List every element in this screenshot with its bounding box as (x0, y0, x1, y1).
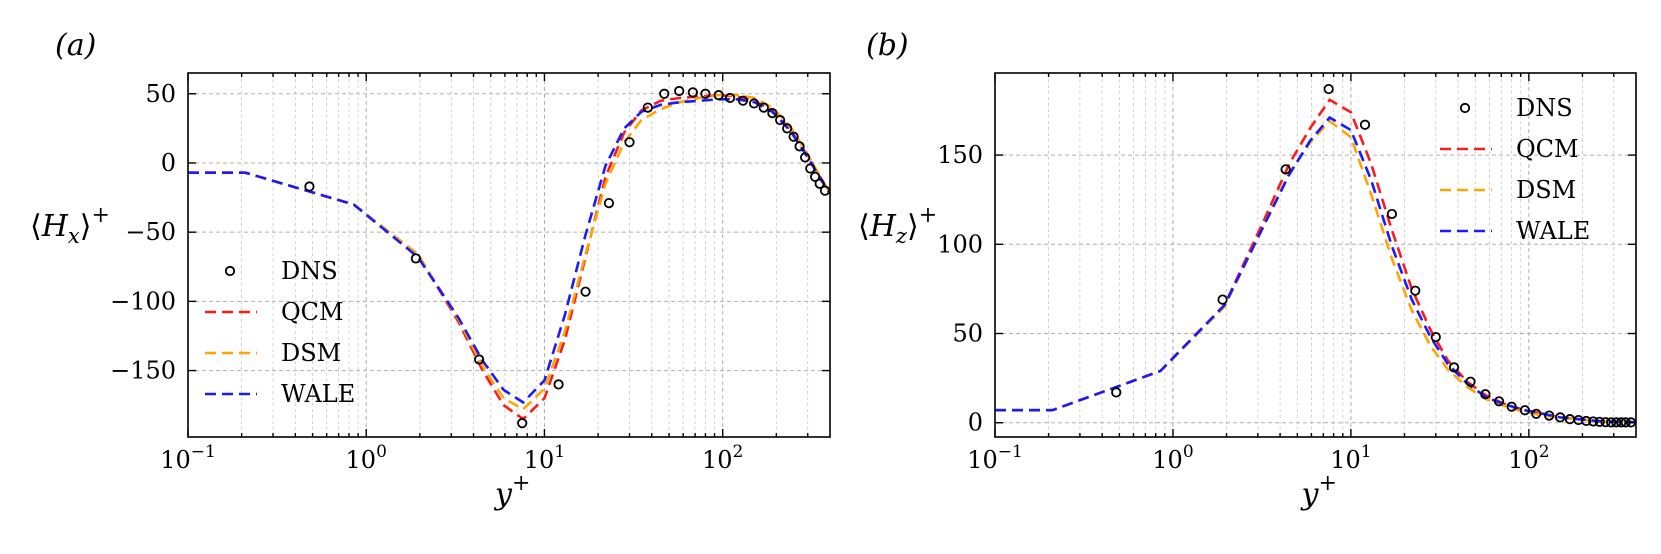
data-point-dns (1531, 408, 1542, 419)
series-group (188, 85, 830, 429)
data-point-dns (737, 95, 749, 106)
series-line-dsm (995, 119, 1636, 424)
y-tick-label: 50 (952, 320, 983, 348)
legend-label-qcm: QCM (281, 298, 344, 326)
y-axis-label: ⟨Hz⟩+ (858, 203, 937, 248)
x-tick-label: 10−1 (160, 442, 216, 474)
data-point-dns (748, 98, 760, 109)
y-tick-label: 0 (161, 149, 176, 177)
y-axis-label: ⟨Hx⟩+ (30, 203, 110, 248)
data-point-dns (1280, 164, 1291, 175)
data-point-dns (1217, 294, 1228, 305)
legend-label-dns: DNS (281, 257, 338, 285)
data-point-dns (805, 163, 816, 174)
data-point-dns (517, 418, 528, 429)
data-point-dns (1359, 119, 1371, 130)
panel-label: (b) (866, 28, 909, 63)
legend: DNS QCM DSM WALE (205, 257, 355, 408)
panel-label: (a) (55, 28, 96, 63)
x-tick-label: 102 (1508, 442, 1549, 474)
legend-label-qcm: QCM (1516, 135, 1579, 163)
data-point-dns (758, 102, 769, 113)
x-tick-label: 100 (346, 442, 387, 474)
ticks (994, 73, 1636, 437)
legend-label-dsm: DSM (1516, 176, 1576, 204)
x-axis-label: y+ (1300, 471, 1337, 512)
data-point-dns (1448, 362, 1460, 373)
data-point-dns (603, 197, 615, 209)
data-point-dns (1544, 410, 1555, 421)
data-point-dns (782, 123, 793, 134)
x-axis-label: y+ (493, 471, 530, 512)
data-point-dns (713, 90, 724, 101)
legend-label-dsm: DSM (281, 339, 341, 367)
data-point-dns (1410, 285, 1421, 296)
data-point-dns (1600, 417, 1611, 428)
x-tick-label: 102 (702, 442, 743, 474)
y-tick-label: −50 (125, 218, 176, 246)
data-point-dns (724, 92, 736, 104)
data-point-dns (642, 102, 653, 113)
x-tick-label: 10−1 (967, 442, 1023, 474)
data-point-dns (410, 253, 422, 264)
y-tick-label: 0 (968, 409, 983, 437)
data-point-dns (659, 88, 670, 99)
y-tick-label: 150 (937, 141, 983, 169)
data-point-dns (1555, 412, 1566, 423)
data-point-dns (553, 379, 564, 390)
data-point-dns (788, 131, 799, 142)
y-tick-label: 50 (145, 80, 176, 108)
data-point-dns (1480, 389, 1491, 400)
y-tick-label: −100 (110, 287, 176, 315)
data-point-dns (1606, 417, 1617, 428)
data-point-dns (580, 286, 591, 297)
panel-b: 10−1 100 101 102 150 100 50 0 (b) y+ ⟨Hz⟩+ DNS QCM DS… (858, 28, 1637, 512)
series-line-wale (995, 115, 1636, 424)
x-tick-label: 101 (524, 442, 565, 474)
ticks (187, 73, 830, 437)
data-point-dns (1430, 331, 1441, 343)
legend-label-wale: WALE (1516, 217, 1590, 245)
data-point-dns (474, 354, 485, 365)
plot-frame (994, 72, 1637, 438)
legend-label-wale: WALE (281, 380, 355, 408)
data-point-dns (767, 108, 778, 119)
panel-a: 10−1 100 101 102 50 0 −50 −100 −150 (a) y+ ⟨Hx⟩+ DNS… (30, 28, 831, 512)
x-tick-label: 101 (1330, 442, 1371, 474)
data-point-dns (1111, 387, 1122, 398)
data-point-dns (814, 178, 825, 189)
data-point-dns (304, 181, 315, 192)
data-point-dns (794, 141, 805, 152)
data-point-dns (1506, 401, 1517, 412)
data-point-dns (674, 85, 685, 97)
legend-label-dns: DNS (1516, 94, 1573, 122)
data-point-dns (700, 88, 711, 99)
y-tick-label: −150 (110, 357, 176, 385)
data-point-dns (1465, 376, 1476, 387)
data-point-dns (1323, 83, 1334, 95)
data-point-dns (1588, 416, 1599, 427)
data-point-dns (1616, 417, 1627, 428)
data-point-dns (1581, 415, 1592, 427)
x-tick-label: 100 (1152, 442, 1193, 474)
grid (995, 73, 1636, 437)
data-point-dns (810, 171, 821, 182)
data-point-dns (1594, 416, 1605, 427)
legend-marker-dns (224, 265, 236, 277)
series-line-wale (188, 98, 830, 405)
y-tick-label: 100 (937, 230, 983, 258)
data-point-dns (687, 87, 698, 98)
data-point-dns (1519, 405, 1530, 416)
legend: DNS QCM DSM WALE (1440, 94, 1590, 245)
data-point-dns (1493, 396, 1505, 407)
grid (188, 73, 830, 437)
plot-frame (187, 72, 831, 438)
data-point-dns (624, 137, 635, 148)
legend-marker-dns (1459, 102, 1471, 114)
data-point-dns (1386, 208, 1398, 220)
data-point-dns (1611, 417, 1622, 428)
data-point-dns (775, 114, 786, 126)
data-point-dns (800, 152, 811, 163)
